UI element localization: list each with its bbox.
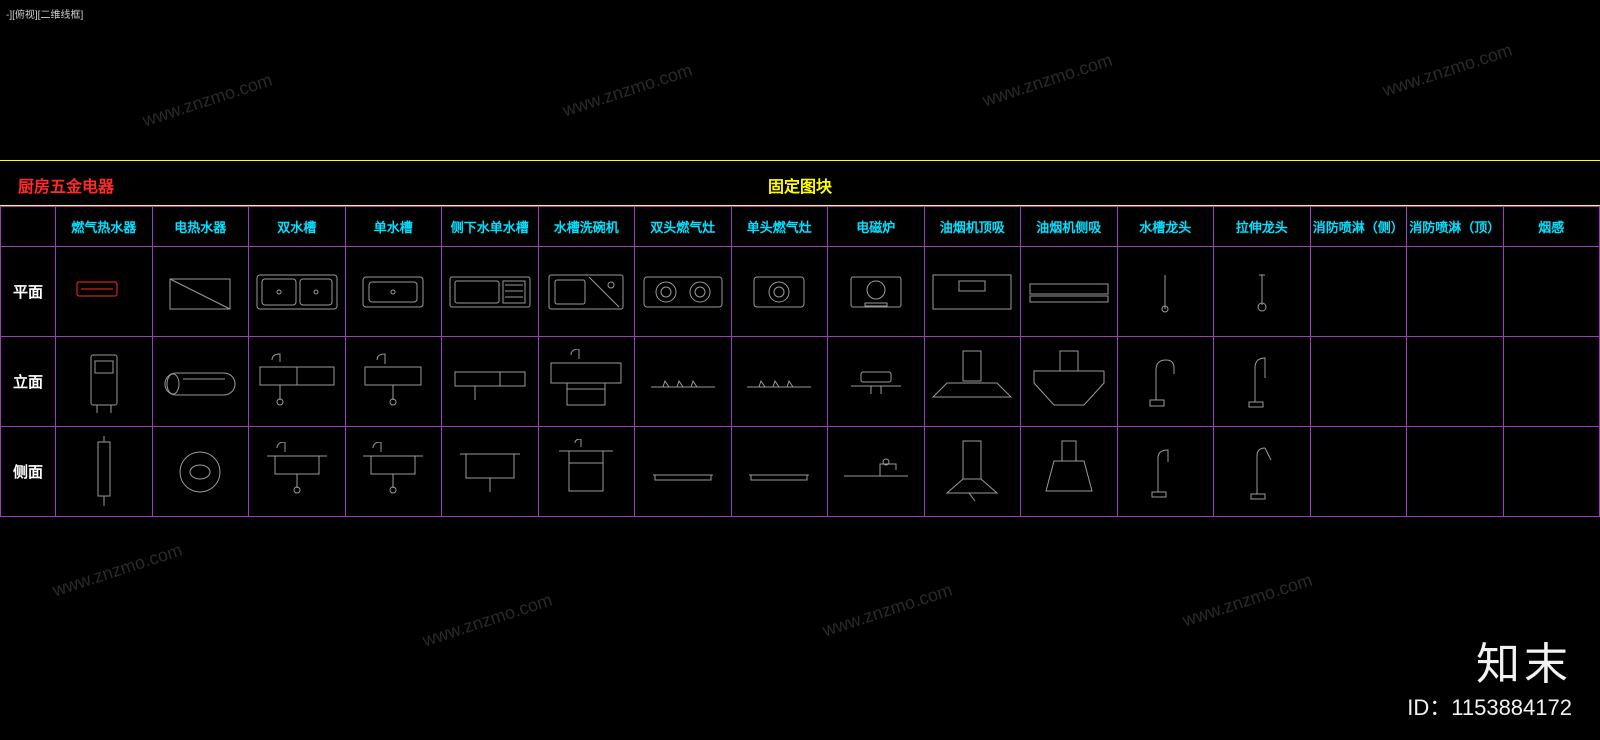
block-cell bbox=[538, 337, 635, 427]
block-cell bbox=[152, 337, 249, 427]
block-cell bbox=[1021, 427, 1118, 517]
block-cell bbox=[1310, 337, 1407, 427]
watermark-diag: www.znzmo.com bbox=[420, 590, 555, 652]
watermark-diag: www.znzmo.com bbox=[980, 50, 1115, 112]
block-cell bbox=[56, 337, 153, 427]
watermark-diag: www.znzmo.com bbox=[140, 70, 275, 132]
col-header: 拉伸龙头 bbox=[1214, 207, 1311, 247]
col-header: 水槽龙头 bbox=[1117, 207, 1214, 247]
col-header: 双水槽 bbox=[249, 207, 346, 247]
block-cell bbox=[442, 337, 539, 427]
col-header: 单水槽 bbox=[345, 207, 442, 247]
table-row: 立面 bbox=[1, 337, 1600, 427]
block-cell bbox=[1214, 337, 1311, 427]
block-cell bbox=[1117, 337, 1214, 427]
block-cell bbox=[924, 247, 1021, 337]
block-cell bbox=[442, 427, 539, 517]
block-cell bbox=[1310, 247, 1407, 337]
watermark-diag: www.znzmo.com bbox=[50, 540, 185, 602]
col-header: 消防喷淋（侧） bbox=[1310, 207, 1407, 247]
block-cell bbox=[249, 427, 346, 517]
block-table: 燃气热水器 电热水器 双水槽 单水槽 侧下水单水槽 水槽洗碗机 双头燃气灶 单头… bbox=[0, 206, 1600, 517]
block-cell bbox=[828, 247, 925, 337]
watermark-diag: www.znzmo.com bbox=[820, 580, 955, 642]
center-title: 固定图块 bbox=[0, 173, 1600, 197]
col-header: 油烟机侧吸 bbox=[1021, 207, 1118, 247]
col-header: 烟感 bbox=[1503, 207, 1600, 247]
block-cell bbox=[924, 337, 1021, 427]
block-cell bbox=[152, 427, 249, 517]
col-header: 双头燃气灶 bbox=[635, 207, 732, 247]
col-header: 单头燃气灶 bbox=[731, 207, 828, 247]
block-cell bbox=[1117, 247, 1214, 337]
block-cell bbox=[1021, 247, 1118, 337]
watermark-diag: www.znzmo.com bbox=[560, 60, 695, 122]
row-header: 立面 bbox=[1, 337, 56, 427]
block-cell bbox=[1021, 337, 1118, 427]
block-cell bbox=[1117, 427, 1214, 517]
block-cell bbox=[828, 427, 925, 517]
block-cell bbox=[1214, 247, 1311, 337]
block-cell bbox=[635, 337, 732, 427]
col-header: 电磁炉 bbox=[828, 207, 925, 247]
block-cell bbox=[635, 427, 732, 517]
block-cell bbox=[1407, 427, 1504, 517]
viewport-label: -][俯视][二维线框] bbox=[6, 6, 83, 21]
column-header-row: 燃气热水器 电热水器 双水槽 单水槽 侧下水单水槽 水槽洗碗机 双头燃气灶 单头… bbox=[1, 207, 1600, 247]
block-cell bbox=[1503, 247, 1600, 337]
block-cell bbox=[442, 247, 539, 337]
title-bar: 厨房五金电器 固定图块 bbox=[0, 160, 1600, 206]
block-cell bbox=[249, 337, 346, 427]
block-cell bbox=[345, 337, 442, 427]
block-cell bbox=[56, 247, 153, 337]
brand-watermark: 知末 bbox=[1476, 628, 1572, 692]
block-cell bbox=[1407, 337, 1504, 427]
block-cell bbox=[1503, 427, 1600, 517]
id-watermark: ID：1153884172 bbox=[1407, 690, 1572, 722]
col-header: 油烟机顶吸 bbox=[924, 207, 1021, 247]
col-header: 燃气热水器 bbox=[56, 207, 153, 247]
col-header: 侧下水单水槽 bbox=[442, 207, 539, 247]
block-cell bbox=[538, 427, 635, 517]
row-header: 平面 bbox=[1, 247, 56, 337]
block-cell bbox=[731, 427, 828, 517]
col-header: 电热水器 bbox=[152, 207, 249, 247]
block-cell bbox=[1407, 247, 1504, 337]
row-header: 侧面 bbox=[1, 427, 56, 517]
block-cell bbox=[152, 247, 249, 337]
col-header: 消防喷淋（顶） bbox=[1407, 207, 1504, 247]
block-cell bbox=[345, 427, 442, 517]
block-cell bbox=[249, 247, 346, 337]
table-row: 平面 bbox=[1, 247, 1600, 337]
col-header: 水槽洗碗机 bbox=[538, 207, 635, 247]
block-cell bbox=[1503, 337, 1600, 427]
block-cell bbox=[538, 247, 635, 337]
watermark-diag: www.znzmo.com bbox=[1380, 40, 1515, 102]
block-cell bbox=[1214, 427, 1311, 517]
block-cell bbox=[56, 427, 153, 517]
block-cell bbox=[924, 427, 1021, 517]
block-cell bbox=[1310, 427, 1407, 517]
table-row: 侧面 bbox=[1, 427, 1600, 517]
block-cell bbox=[345, 247, 442, 337]
watermark-diag: www.znzmo.com bbox=[1180, 570, 1315, 632]
corner-cell bbox=[1, 207, 56, 247]
block-cell bbox=[635, 247, 732, 337]
block-cell bbox=[731, 247, 828, 337]
block-cell bbox=[828, 337, 925, 427]
block-cell bbox=[731, 337, 828, 427]
drawing-container: 厨房五金电器 固定图块 燃气热水器 电热水器 双水槽 单水槽 侧下水单水槽 水槽… bbox=[0, 160, 1600, 517]
